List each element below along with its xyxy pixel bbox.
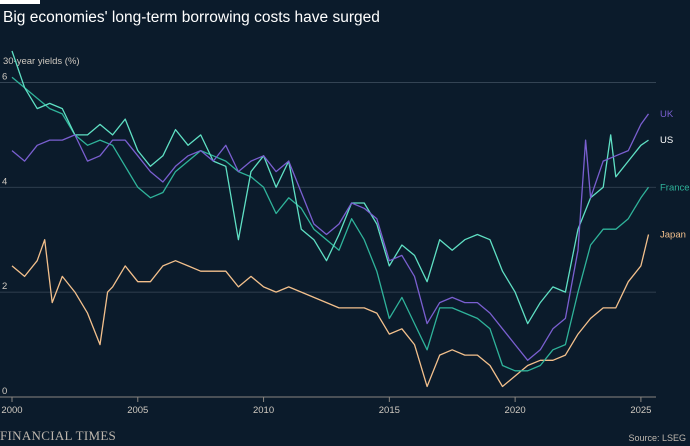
series-label-japan: Japan xyxy=(660,229,686,240)
series-labels: UK US France Japan xyxy=(660,109,690,241)
source-note: Source: LSEG xyxy=(628,433,686,443)
y-axis-label: 30-year yields (%) xyxy=(3,56,80,67)
y-tick-label: 4 xyxy=(2,176,7,187)
chart-title: Big economies' long-term borrowing costs… xyxy=(3,9,380,26)
y-axis-ticks: 0 2 4 6 xyxy=(2,71,7,397)
series-line-uk xyxy=(11,113,650,361)
series-line-japan xyxy=(11,234,650,388)
x-tick-label: 2000 xyxy=(1,405,22,416)
x-tick-label: 2015 xyxy=(379,405,400,416)
y-tick-label: 0 xyxy=(2,386,7,397)
x-tick-label: 2005 xyxy=(127,405,148,416)
series-label-france: France xyxy=(660,182,690,193)
brand-logo-text: FINANCIAL TIMES xyxy=(0,428,117,443)
x-tick-label: 2010 xyxy=(253,405,274,416)
y-tick-label: 2 xyxy=(2,281,7,292)
header-accent-bar xyxy=(0,0,40,4)
series-line-us xyxy=(11,50,649,325)
gridlines xyxy=(0,82,656,398)
x-tick-label: 2020 xyxy=(505,405,526,416)
series-label-uk: UK xyxy=(660,109,674,120)
series-line-france xyxy=(11,76,650,372)
x-tick-label: 2025 xyxy=(630,405,651,416)
series-label-us: US xyxy=(660,135,673,146)
x-axis-ticks: 2000 2005 2010 2015 2020 2025 xyxy=(1,397,651,416)
series-lines xyxy=(11,50,650,388)
y-tick-label: 6 xyxy=(2,71,7,82)
